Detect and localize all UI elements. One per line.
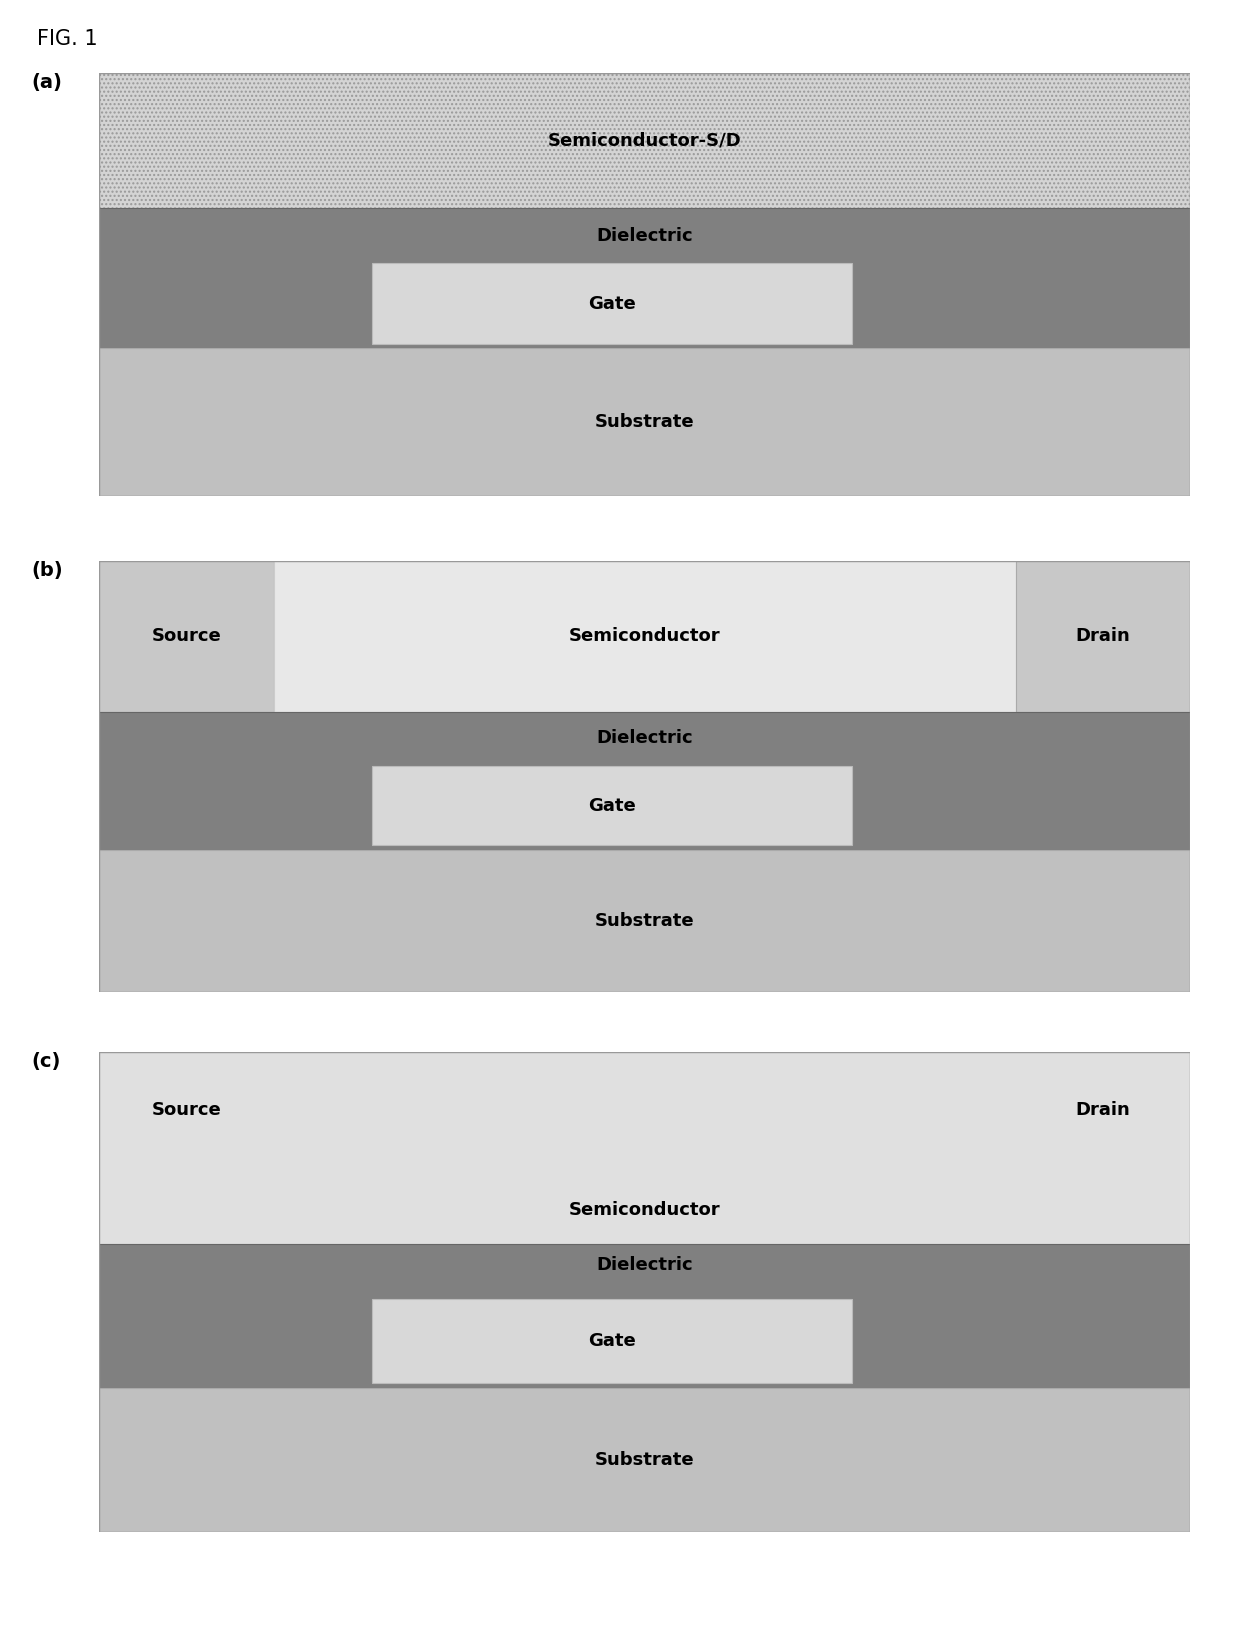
Bar — [99, 1052, 274, 1167]
Text: (c): (c) — [31, 1052, 61, 1072]
Text: Substrate: Substrate — [595, 1450, 694, 1468]
Text: Drain: Drain — [1076, 1101, 1131, 1119]
Bar — [99, 348, 1190, 496]
Bar — [372, 263, 852, 343]
Bar — [372, 766, 852, 846]
Text: Dielectric: Dielectric — [596, 1257, 693, 1275]
Bar — [99, 561, 274, 712]
Text: Dielectric: Dielectric — [596, 728, 693, 746]
Text: FIG. 1: FIG. 1 — [37, 29, 98, 49]
Bar — [99, 1052, 1190, 1244]
Bar — [99, 1052, 1190, 1187]
Bar — [99, 208, 1190, 348]
Bar — [99, 850, 1190, 992]
Text: (b): (b) — [31, 561, 63, 580]
Text: (a): (a) — [31, 73, 62, 93]
Text: Semiconductor: Semiconductor — [569, 1202, 720, 1220]
Bar — [99, 1389, 1190, 1532]
Text: Gate: Gate — [588, 1332, 636, 1350]
Text: Substrate: Substrate — [595, 912, 694, 930]
Text: Semiconductor: Semiconductor — [569, 628, 720, 646]
Text: Gate: Gate — [588, 294, 636, 312]
Bar — [1016, 1052, 1190, 1167]
Text: Gate: Gate — [588, 797, 636, 815]
Text: Source: Source — [151, 1101, 222, 1119]
Text: Substrate: Substrate — [595, 413, 694, 431]
Bar — [99, 73, 1190, 208]
Bar — [1016, 561, 1190, 712]
Bar — [274, 561, 1016, 712]
Bar — [99, 712, 1190, 850]
Bar — [99, 1244, 1190, 1389]
Text: Semiconductor-S/D: Semiconductor-S/D — [548, 132, 742, 150]
Text: Dielectric: Dielectric — [596, 228, 693, 246]
Text: Source: Source — [151, 628, 222, 646]
Text: Drain: Drain — [1076, 628, 1131, 646]
Bar — [372, 1299, 852, 1384]
